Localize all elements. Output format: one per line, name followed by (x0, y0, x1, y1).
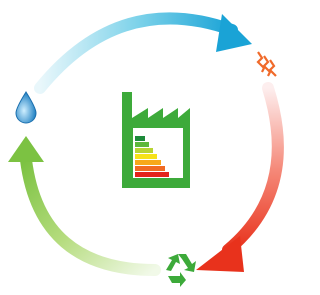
arrowhead-blue (216, 14, 252, 52)
water-drop-icon (16, 92, 36, 123)
heat-icon (258, 52, 276, 76)
recycle-icon (166, 254, 196, 287)
arc-red (228, 88, 278, 250)
arc-blue (40, 18, 232, 88)
factory-icon (122, 92, 190, 188)
arrowhead-red (196, 236, 244, 272)
arrowhead-green (8, 136, 44, 162)
page (0, 0, 320, 295)
eco-cycle-icon (0, 0, 299, 295)
